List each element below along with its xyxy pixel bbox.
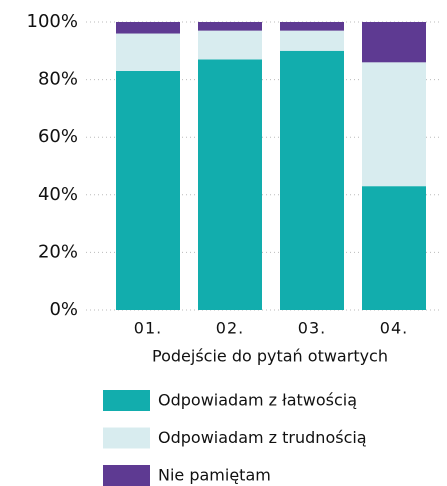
x-tick-label: 03.: [298, 319, 326, 338]
bar-segment: [116, 70, 180, 311]
bar-segment: [116, 22, 180, 34]
bar-segment: [116, 33, 180, 71]
bar-segment: [280, 30, 344, 51]
y-tick-label: 20%: [38, 241, 78, 262]
bar-segment: [362, 22, 426, 63]
bar-segment: [362, 62, 426, 187]
legend-swatch: [103, 427, 150, 449]
y-tick-label: 60%: [38, 126, 78, 147]
bar-segment: [280, 50, 344, 311]
x-tick-label: 02.: [216, 319, 244, 338]
legend-swatch: [103, 465, 150, 486]
x-axis-label: Podejście do pytań otwartych: [152, 347, 388, 366]
bar-segment: [198, 22, 262, 31]
y-tick-label: 100%: [27, 11, 78, 32]
y-tick-label: 80%: [38, 69, 78, 90]
y-tick-label: 40%: [38, 184, 78, 205]
x-tick-label: 04.: [380, 319, 408, 338]
y-tick-label: 0%: [49, 299, 78, 320]
x-tick-label: 01.: [134, 319, 162, 338]
bar-segment: [198, 30, 262, 60]
legend-label: Nie pamiętam: [158, 466, 271, 485]
legend-label: Odpowiadam z trudnością: [158, 428, 367, 447]
legend-label: Odpowiadam z łatwością: [158, 391, 357, 410]
bar-segment: [198, 59, 262, 310]
legend-swatch: [103, 390, 150, 411]
bar-segment: [362, 186, 426, 310]
bar-segment: [280, 22, 344, 31]
